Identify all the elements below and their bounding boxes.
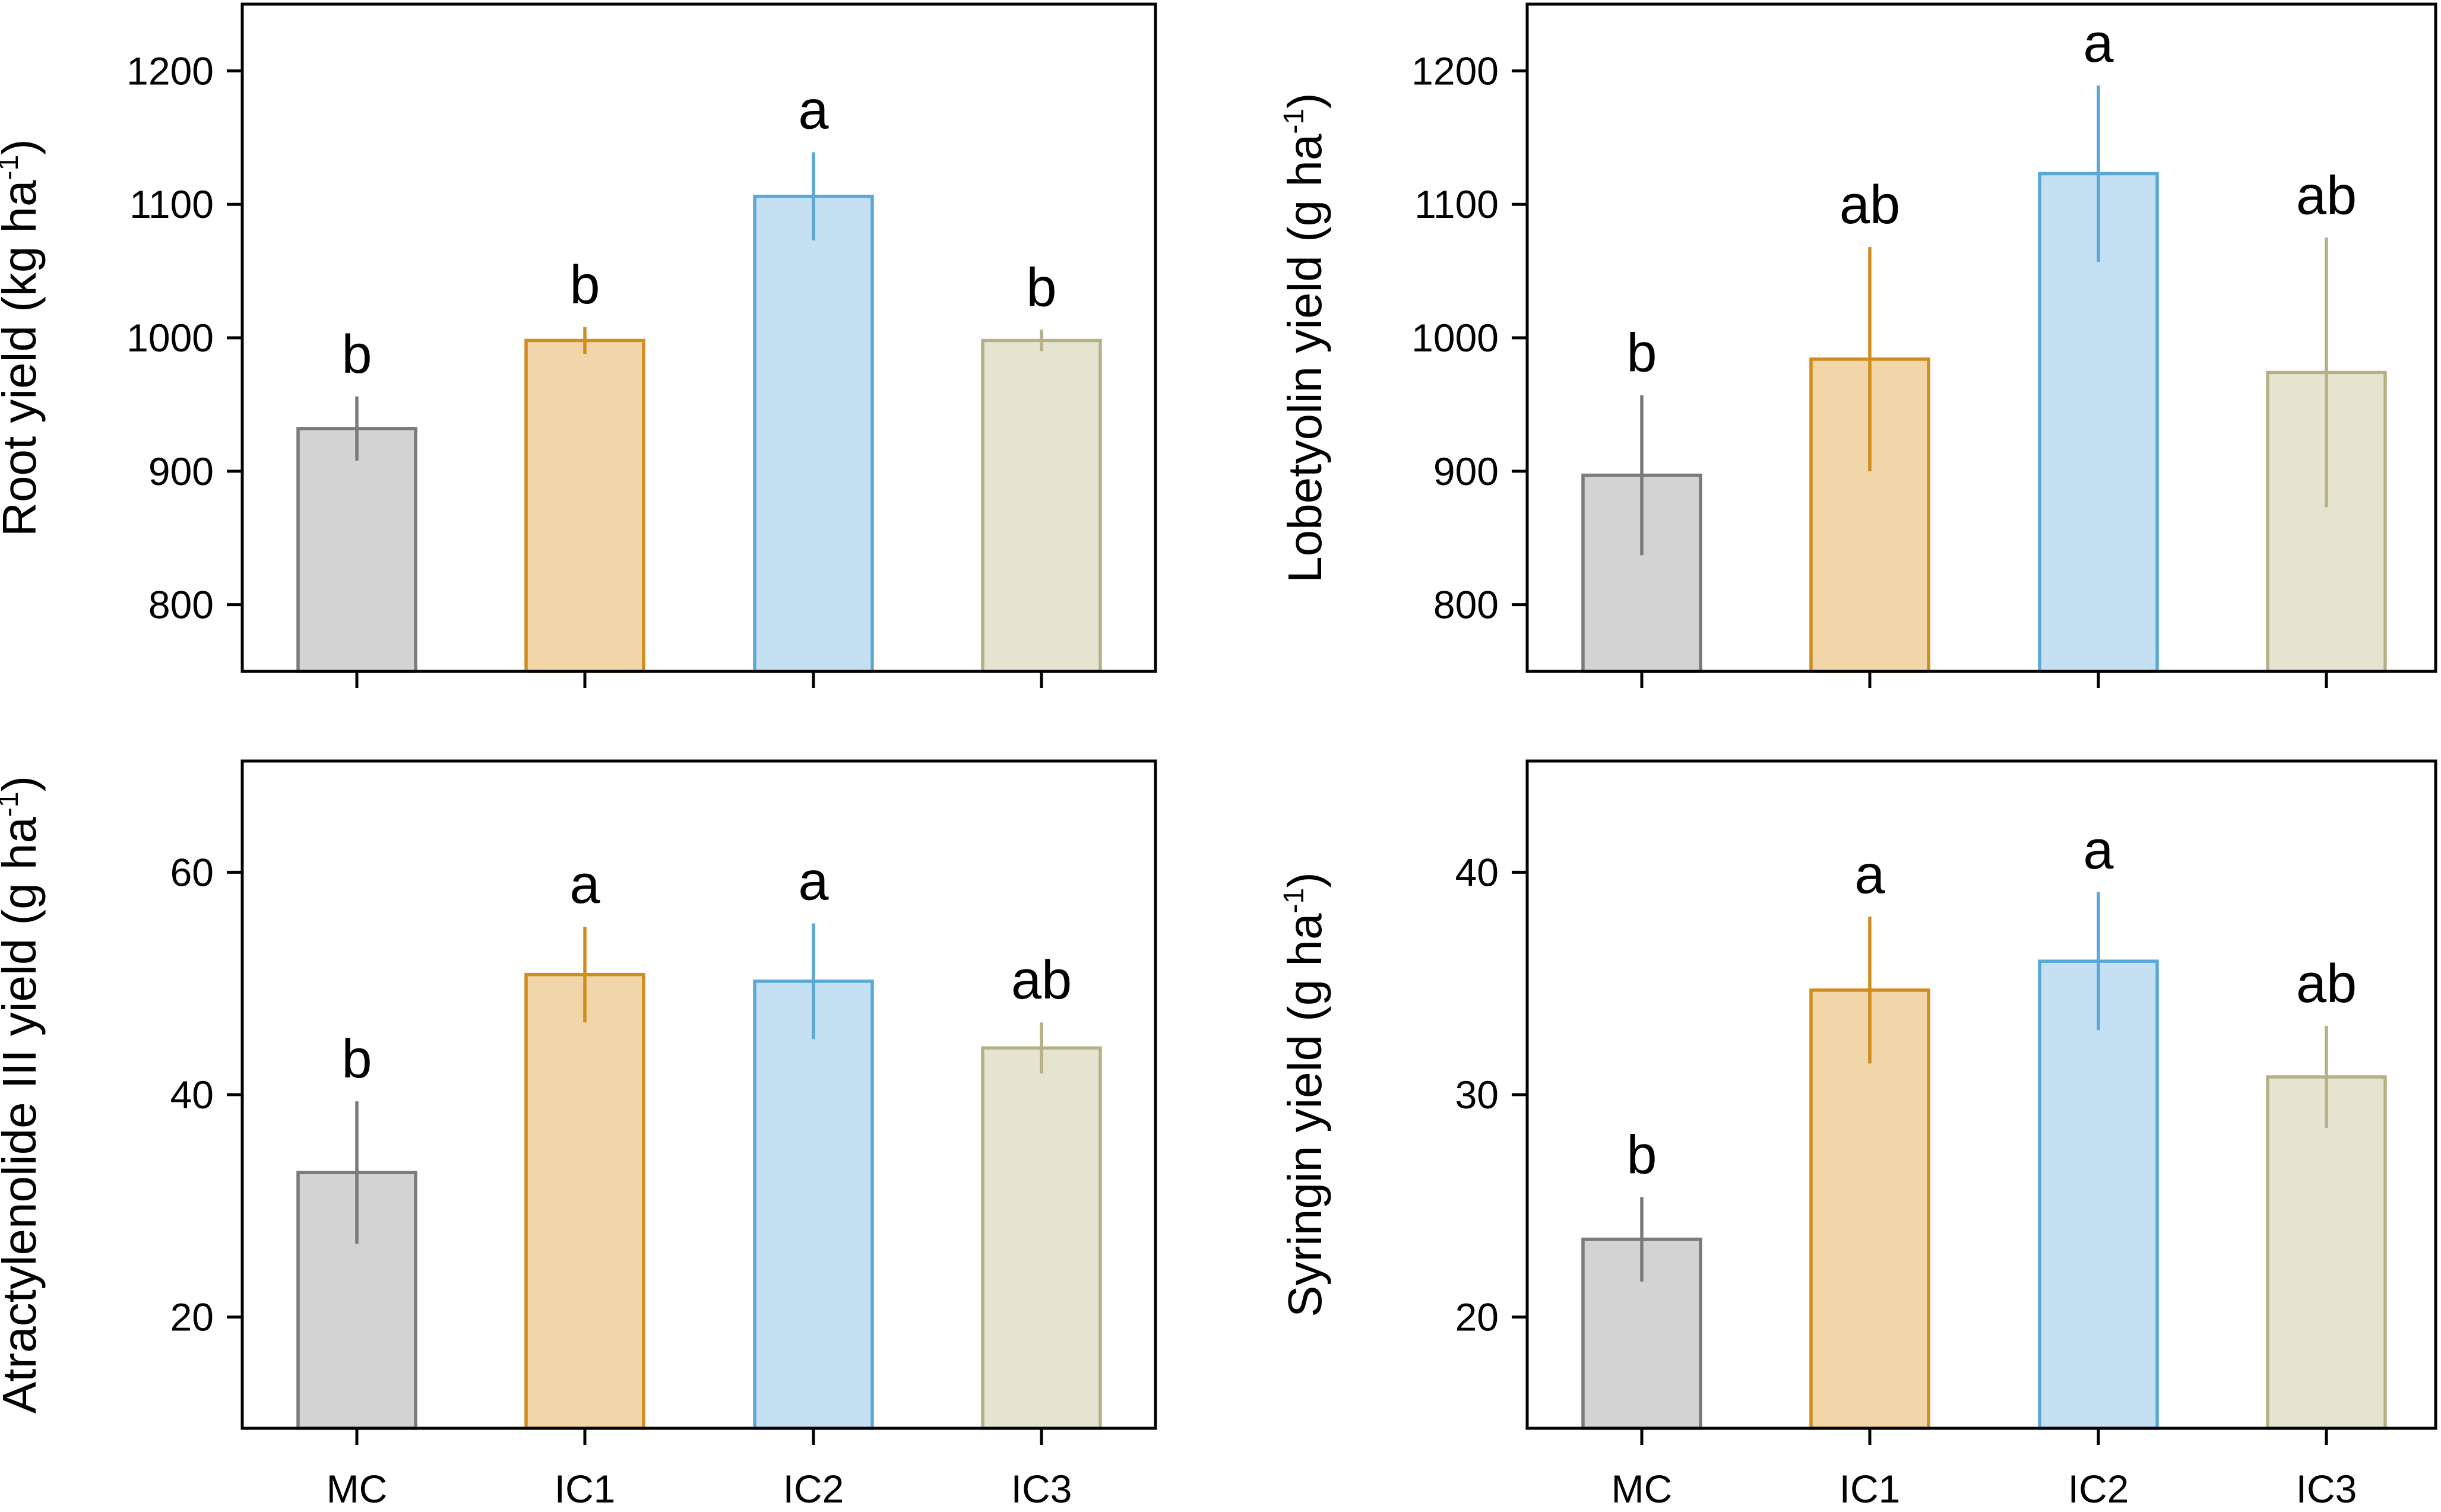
y-tick-label: 800 (148, 583, 214, 627)
y-tick-label: 1000 (1411, 316, 1499, 360)
bar-IC2 (753, 980, 874, 1430)
significance-letter-IC3: ab (1011, 950, 1072, 1010)
y-tick-label: 20 (1455, 1295, 1499, 1339)
bar-MC (296, 427, 417, 673)
bar-IC1 (524, 338, 645, 673)
panel-top-right: b ab a ab 800 900 1000 1100 1200 Lobetyolin yield… (1278, 2, 2437, 688)
x-tick-label-IC2: IC2 (2068, 1467, 2129, 1511)
bar-IC3 (981, 338, 1102, 673)
bar-IC1 (524, 972, 645, 1430)
significance-letter-IC3: ab (2296, 165, 2357, 226)
bar-IC2 (753, 194, 874, 673)
x-tick-label-MC: MC (1611, 1467, 1673, 1511)
x-tick-label-IC3: IC3 (1011, 1467, 1072, 1511)
y-tick-label: 40 (170, 1073, 214, 1117)
significance-letter-MC: b (341, 324, 372, 385)
panel-top-left: b b a b 800 900 1000 1100 1200 Root yield (kg ha-… (0, 2, 1157, 688)
significance-letter-IC1: ab (1840, 175, 1900, 235)
y-axis-title: Root yield (kg ha-1) (0, 139, 46, 537)
significance-letter-IC2: a (2083, 13, 2114, 74)
y-tick-label: 1100 (1414, 182, 1499, 226)
bar-IC3 (981, 1046, 1102, 1430)
y-tick-label: 1200 (1411, 49, 1499, 93)
x-tick-label-IC2: IC2 (783, 1467, 844, 1511)
panel-bottom-right: b a a ab 20 30 40 MC IC1 IC2 IC3 Syringin yield (g … (1278, 759, 2437, 1511)
bar-IC2 (2038, 959, 2159, 1430)
significance-letter-MC: b (341, 1029, 372, 1089)
significance-letter-IC1: a (1854, 844, 1885, 905)
bar-IC3 (2266, 1075, 2387, 1430)
x-tick-label-MC: MC (327, 1467, 388, 1511)
y-tick-label: 900 (148, 449, 214, 493)
significance-letter-MC: b (1626, 323, 1657, 383)
y-tick-label: 800 (1433, 583, 1499, 627)
y-tick-label: 900 (1433, 449, 1499, 493)
y-tick-label: 40 (1455, 850, 1499, 894)
y-tick-label: 1000 (126, 316, 214, 360)
y-tick-label: 60 (170, 850, 214, 894)
significance-letter-MC: b (1626, 1124, 1657, 1185)
significance-letter-IC1: b (569, 255, 600, 315)
panel-bottom-left: b a a ab 20 40 60 MC IC1 IC2 IC3 Atractylenolide II… (0, 759, 1157, 1511)
significance-letter-IC3: b (1026, 258, 1056, 318)
y-axis-title: Lobetyolin yield (g ha-1) (1278, 93, 1331, 582)
y-tick-label: 1100 (129, 182, 214, 226)
significance-letter-IC2: a (798, 80, 829, 141)
x-tick-label-IC3: IC3 (2296, 1467, 2357, 1511)
y-axis-title: Atractylenolide III yield (g ha-1) (0, 776, 46, 1413)
significance-letter-IC1: a (569, 854, 600, 915)
y-tick-label: 1200 (126, 49, 214, 93)
y-tick-label: 30 (1455, 1073, 1499, 1117)
y-tick-label: 20 (170, 1295, 214, 1339)
significance-letter-IC3: ab (2296, 953, 2357, 1014)
y-axis-title: Syringin yield (g ha-1) (1278, 872, 1331, 1317)
significance-letter-IC2: a (798, 851, 829, 912)
x-tick-label-IC1: IC1 (555, 1467, 616, 1511)
x-tick-label-IC1: IC1 (1840, 1467, 1901, 1511)
significance-letter-IC2: a (2083, 820, 2114, 880)
